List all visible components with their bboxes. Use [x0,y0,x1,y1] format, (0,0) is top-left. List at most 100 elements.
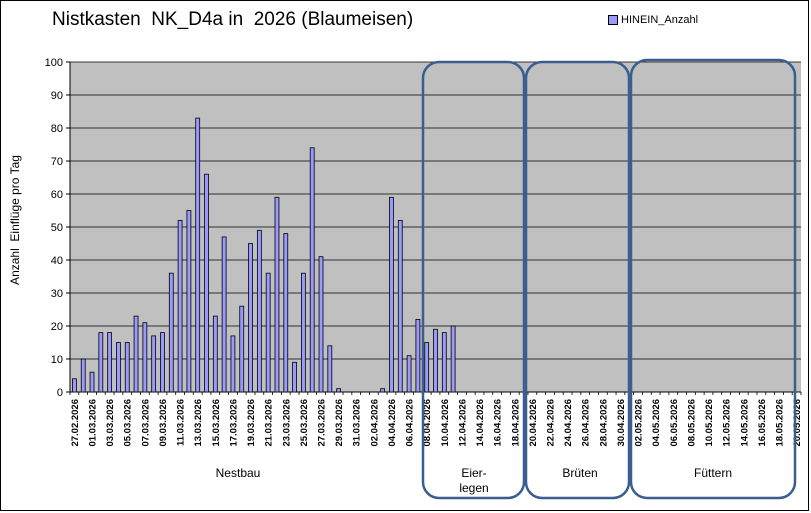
bar [256,229,262,393]
x-tick-label: 21.03.2026 [264,399,275,447]
x-tick-label: 06.05.2026 [669,399,680,447]
bar [283,233,289,393]
bar [424,342,430,393]
y-tick-label: 80 [51,123,63,135]
x-tick-label: 10.04.2026 [440,399,451,447]
x-tick-label: 08.04.2026 [422,399,433,447]
x-tick-label: 15.03.2026 [211,399,222,447]
bar [142,322,148,393]
bar [221,236,227,393]
phase-label-fuettern: Füttern [693,466,732,480]
y-tick-label: 70 [51,156,63,168]
bar [380,388,386,393]
bar [274,196,280,393]
x-tick-label: 20.05.2026 [792,399,803,447]
phase-box [421,60,526,500]
bar [107,332,113,393]
x-tick-label: 05.03.2026 [123,399,134,447]
x-tick-label: 13.03.2026 [193,399,204,447]
x-tick-label: 12.05.2026 [722,399,733,447]
bar [239,305,245,393]
x-tick-label: 12.04.2026 [457,399,468,447]
bar [168,272,174,393]
phase-label-nestbau: Nestbau [215,466,261,480]
x-tick-label: 08.05.2026 [686,399,697,447]
x-tick-label: 27.03.2026 [317,399,328,447]
x-tick-label: 16.05.2026 [757,399,768,447]
x-tick-label: 20.04.2026 [528,399,539,447]
bar [406,355,412,393]
x-tick-label: 16.04.2026 [493,399,504,447]
bar [89,371,95,393]
bar [212,315,218,393]
x-tick-label: 04.05.2026 [651,399,662,447]
bar [327,345,333,393]
x-tick-label: 11.03.2026 [176,399,187,446]
phase-box [629,58,797,500]
legend: HINEIN_Anzahl [608,14,698,26]
x-tick-label: 31.03.2026 [352,399,363,447]
bar [450,325,456,393]
y-tick-label: 20 [51,321,63,333]
y-tick-label: 30 [51,288,63,300]
legend-swatch [608,15,618,25]
bar [248,243,253,393]
bar [160,332,165,393]
phase-box [524,60,631,500]
x-tick-label: 19.03.2026 [246,399,257,447]
y-tick-label: 90 [51,90,63,102]
phase-label-eierlegen: Eier- legen [459,466,489,495]
bar [151,335,157,393]
x-tick-label: 02.05.2026 [634,399,645,447]
x-tick-label: 10.05.2026 [704,399,715,447]
bar [230,335,236,393]
bar [415,318,421,393]
x-tick-label: 14.04.2026 [475,399,486,447]
x-tick-label: 04.04.2026 [387,399,398,447]
bar [265,272,271,393]
x-tick-label: 03.03.2026 [105,399,116,447]
x-tick-label: 29.03.2026 [334,399,345,447]
chart-title: Nistkasten NK_D4a in 2026 (Blaumeisen) [52,9,414,30]
x-tick-label: 30.04.2026 [616,399,627,447]
x-tick-label: 09.03.2026 [158,399,169,447]
x-tick-label: 01.03.2026 [88,399,99,447]
bar [72,378,77,393]
y-tick-label: 50 [51,222,63,234]
y-tick-label: 60 [51,189,63,201]
phase-label-brueten: Brüten [562,466,598,480]
bar [204,173,209,393]
x-tick-label: 18.04.2026 [510,399,521,447]
bar [195,117,201,393]
x-tick-label: 07.03.2026 [140,399,151,447]
bar [309,147,315,393]
bar [301,272,306,393]
x-tick-label: 27.02.2026 [70,399,81,447]
bar [186,210,192,393]
y-tick-label: 10 [51,354,63,366]
x-tick-label: 22.04.2026 [545,399,556,447]
x-tick-label: 06.04.2026 [405,399,416,447]
y-tick-label: 100 [45,57,63,69]
y-tick-label: 40 [51,255,63,267]
x-tick-label: 18.05.2026 [774,399,785,447]
bar [318,256,324,393]
legend-label: HINEIN_Anzahl [621,14,699,26]
x-tick-label: 02.04.2026 [369,399,380,447]
bar [389,196,394,393]
bar [397,219,403,393]
bar [433,328,438,393]
x-tick-label: 26.04.2026 [581,399,592,447]
bar [336,388,342,393]
x-tick-label: 25.03.2026 [299,399,310,447]
x-tick-label: 17.03.2026 [228,399,239,447]
bar [124,342,130,393]
y-tick-label: 0 [57,387,63,399]
bar [177,219,183,393]
bar [98,332,104,393]
bar [80,358,86,393]
bar [441,332,447,393]
bar [116,342,121,393]
